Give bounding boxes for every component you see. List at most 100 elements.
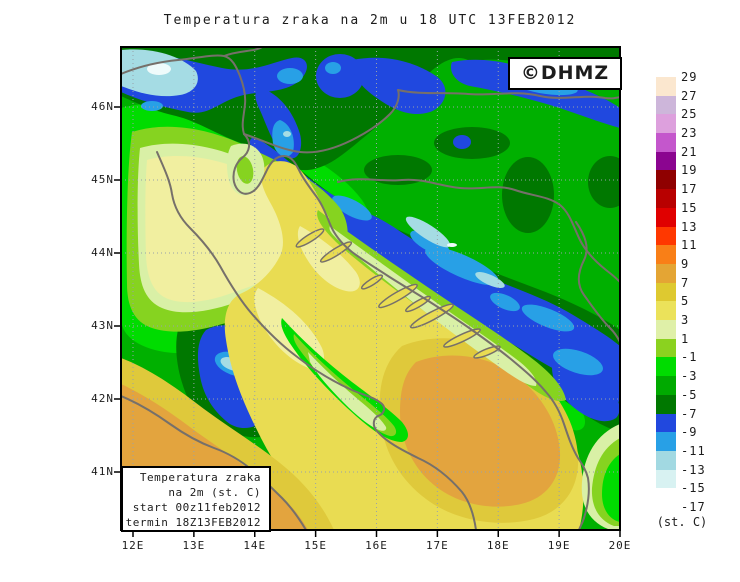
dhmz-logo-text: ©DHMZ — [520, 62, 610, 84]
colorbar-tick-label: 17 — [681, 182, 698, 197]
legend-line-1: Temperatura zraka — [139, 471, 261, 484]
cyan-light-dot — [283, 131, 291, 137]
x-axis-label: 18E — [486, 539, 510, 552]
colorbar-tick-label: 5 — [681, 294, 690, 309]
colorbar-swatch — [656, 394, 676, 415]
green-yl-istria — [236, 156, 254, 184]
green-dark-patch — [434, 127, 510, 159]
colorbar-tick-label: 19 — [681, 163, 698, 178]
colorbar-swatch — [656, 376, 676, 396]
colorbar-tick-label: 13 — [681, 219, 698, 234]
border-bosnia-serbia — [575, 221, 620, 343]
colorbar-swatch — [656, 450, 676, 471]
colorbar-tick-label: 21 — [681, 144, 698, 159]
colorbar-tick-label: -15 — [681, 481, 706, 496]
cyan-core — [325, 62, 341, 74]
green-dark-patch — [502, 157, 554, 233]
cyan-core-arm — [272, 120, 294, 157]
cyan-core — [490, 292, 520, 312]
cyan-core — [277, 68, 303, 84]
colorbar-swatch — [656, 282, 676, 302]
border-slovenia-croatia — [243, 89, 400, 154]
colorbar-swatch — [656, 413, 676, 433]
y-axis-label: 43N — [91, 319, 114, 332]
page-title: Temperatura zraka na 2m u 18 UTC 13FEB20… — [163, 13, 577, 28]
y-axis-label: 46N — [91, 100, 114, 113]
colorbar-tick-label: -11 — [681, 443, 706, 458]
orange-sea-blob — [400, 355, 561, 507]
cyan-core — [332, 195, 372, 221]
cyan-core — [141, 101, 163, 111]
colorbar-tick-label: -5 — [681, 387, 698, 402]
colorbar-tick-label: 11 — [681, 238, 698, 253]
green-bright-montenegro — [602, 454, 620, 522]
legend-box: Temperatura zraka na 2m (st. C) start 00… — [121, 466, 271, 532]
border-hungary — [397, 89, 620, 100]
colorbar-tick-label: 9 — [681, 256, 690, 271]
x-axis-label: 16E — [365, 539, 388, 552]
islands — [295, 228, 501, 359]
colorbar-tick-label: -9 — [681, 425, 698, 440]
colorbar-tick-label: -13 — [681, 462, 706, 477]
green-dark-patch — [364, 155, 432, 185]
colorbar-swatch — [656, 226, 676, 246]
colorbar-swatch — [656, 245, 676, 265]
coast-italy-adriatic — [156, 151, 477, 530]
colorbar-tick-label: 1 — [681, 331, 690, 346]
y-axis-label: 45N — [91, 173, 114, 186]
colorbar-swatch — [656, 320, 676, 340]
graticule — [121, 47, 620, 530]
blue-blob-lowerright — [552, 355, 620, 422]
colorbar-tick-label: 15 — [681, 200, 698, 215]
border-alps — [121, 54, 247, 135]
colorbar-swatch — [656, 170, 676, 190]
legend-line-4: termin 18Z13FEB2012 — [125, 516, 261, 529]
colorbar-tick-label: 29 — [681, 70, 698, 84]
colorbar-swatch — [656, 114, 676, 134]
colorbar-tick-label: 7 — [681, 275, 690, 290]
borders — [121, 47, 620, 530]
colorbar-tick-label: 3 — [681, 313, 690, 328]
colorbar-swatch — [656, 189, 676, 209]
x-axis-label: 13E — [182, 539, 206, 552]
y-axis-label: 41N — [91, 465, 114, 478]
colorbar-tick-label: -1 — [681, 350, 698, 365]
colorbar-swatch — [656, 469, 676, 489]
x-axis-label: 20E — [608, 539, 632, 552]
x-axis-label: 17E — [425, 539, 449, 552]
colorbar-swatch — [656, 432, 676, 452]
colorbar-swatch — [656, 263, 676, 284]
border-croatia-bosnia — [337, 178, 620, 283]
map-frame — [120, 46, 621, 531]
colorbar-swatch — [656, 207, 676, 228]
cyan-light-streak — [475, 272, 505, 288]
colorbar-tick-label: 25 — [681, 107, 698, 122]
border-austria — [223, 47, 263, 57]
cyan-core — [553, 348, 603, 376]
green-dark-patch — [342, 124, 362, 136]
colorbar-swatch — [656, 77, 676, 97]
dhmz-watermark: ©DHMZ — [508, 57, 622, 90]
x-axis-label: 19E — [547, 539, 571, 552]
x-axis-label: 15E — [304, 539, 328, 552]
legend-line-3: start 00z11feb2012 — [132, 501, 261, 514]
colorbar-unit-label: (st. C) — [656, 515, 708, 529]
colorbar-swatch — [656, 301, 676, 321]
colorbar-swatch — [656, 151, 676, 171]
green-pale-dalmatia-band — [329, 226, 537, 386]
colorbar-tick-label: -3 — [681, 369, 698, 384]
blue-band-topright — [450, 59, 620, 129]
coast-italy-tyrrhenian — [121, 395, 307, 530]
green-dark-patch — [588, 156, 620, 208]
x-axis-label: 12E — [121, 539, 145, 552]
green-pale-italy-band — [308, 352, 387, 431]
colorbar-swatch — [656, 357, 676, 377]
y-axis-ticks — [114, 106, 121, 473]
coast-croatia — [232, 133, 590, 530]
colorbar-tick-label: 27 — [681, 88, 698, 103]
cyan-core — [521, 304, 575, 332]
white-spot — [147, 63, 171, 75]
colorbar-swatch — [656, 338, 676, 358]
